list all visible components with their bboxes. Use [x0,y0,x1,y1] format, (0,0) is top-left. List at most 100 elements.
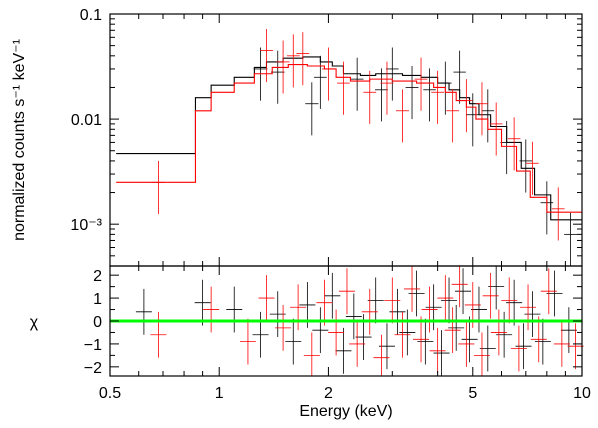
spectrum-plot-frame [109,13,583,267]
residual-data-point [394,311,411,358]
spectrum-data-point [481,89,495,143]
spectrum-data-point [431,70,444,124]
residual-data-point [203,286,220,333]
residual-data-point [490,309,507,356]
residual-data-point [285,318,302,365]
residual-data-point [455,268,472,315]
spectrum-data-point [322,47,335,101]
residual-data-point [373,334,390,376]
residual-data-point [316,279,333,326]
residual-data-point [408,270,425,317]
spectrum-data-point [305,82,319,136]
x-axis-title: Energy (keV) [299,403,392,420]
residual-data-point [429,327,446,374]
residual-data-point [312,307,329,354]
spectrum-data-point [526,141,539,195]
spectrum-data-point [151,160,166,214]
residual-data-point [399,309,416,356]
residual-y-tick-label: −1 [84,337,102,354]
spectrum-data-point [466,93,480,147]
residual-data-point [448,304,465,351]
residual-data-point [226,286,243,333]
residual-data-point [451,266,468,308]
residual-data-point [345,293,362,340]
spectrum-data-point [337,61,350,115]
residual-data-point [553,321,570,367]
residual-data-point [421,286,438,333]
spectrum-data-point [270,50,285,104]
residual-data-point [303,332,320,376]
residual-data-point [349,321,366,367]
residual-data-point [441,277,458,324]
spectrum-data-point [507,117,521,171]
spectrum-data-point [276,40,290,94]
x-tick-label: 5 [468,385,477,402]
spectrum-y-tick-label: 0.01 [71,112,102,129]
spectrum-data-point [564,212,577,266]
residual-data-point [135,288,152,335]
x-tick-label: 1 [215,385,224,402]
residual-data-point [510,325,527,372]
residual-data-point [506,279,523,326]
residual-data-point [335,327,352,374]
residual-data-point [437,275,454,321]
residual-y-tick-label: 1 [93,291,102,308]
spectrum-data-point [375,68,388,122]
residual-data-point [515,323,532,370]
spectrum-data-point [260,28,273,83]
residual-data-point [361,288,378,335]
residuals-panel: 210−1−20.5 1 2 5 10 χ [30,265,591,402]
spectrum-data-point [489,102,503,156]
spectrum-data-point [453,50,466,104]
residual-data-point [384,277,401,324]
residual-data-point [534,318,551,365]
residual-data-point [425,284,442,331]
spectrum-data-point [395,89,409,143]
residual-data-point [290,284,307,331]
spectrum-data-point [519,139,533,193]
residual-data-point [150,311,167,358]
residual-data-point [433,330,450,376]
spectrum-data-point [350,57,364,111]
residual-data-point [444,307,461,354]
residual-data-point [324,272,341,319]
residual-y-tick-label: 0 [93,314,102,331]
residual-y-tick-label: −2 [84,360,102,377]
residual-data-point [520,284,537,331]
residual-data-point [479,325,496,372]
residual-data-point [473,332,490,376]
residual-data-point [389,288,406,335]
x-tick-label: 0.5 [99,385,121,402]
residual-data-point [338,268,355,315]
residual-data-point [252,311,269,358]
residual-data-point [417,318,434,365]
residual-data-point [560,307,577,354]
residual-data-point [540,268,557,315]
spectrum-data-point [500,120,513,175]
residual-data-point [458,321,475,367]
residual-data-point [328,309,345,356]
spectrum-data-point [286,34,300,88]
spectrum-y-tick-label: 0.1 [80,7,102,24]
spectrum-data-point [314,55,327,109]
residual-data-point [194,279,211,326]
residual-y-tick-label: 2 [93,268,102,285]
spectrum-data-point [423,68,436,122]
spectrum-y-tick-label: 10⁻³ [70,217,102,234]
spectrum-model-line-0 [116,56,582,221]
residual-data-point [530,316,547,363]
residual-data-point [501,277,518,324]
spectrum-data-point [405,66,419,120]
residual-data-point [461,316,478,363]
residual-data-point [470,286,487,333]
spectrum-data-point [363,70,377,124]
x-tick-label: 2 [324,385,333,402]
spectrum-data-point [414,57,428,111]
spectrum-model-line-1 [116,64,582,213]
residual-data-point [404,266,421,312]
spectrum-data-point [446,89,460,143]
spectrum-data-point [380,61,394,115]
residual-data-point [413,316,430,363]
residual-data-point [367,277,384,324]
